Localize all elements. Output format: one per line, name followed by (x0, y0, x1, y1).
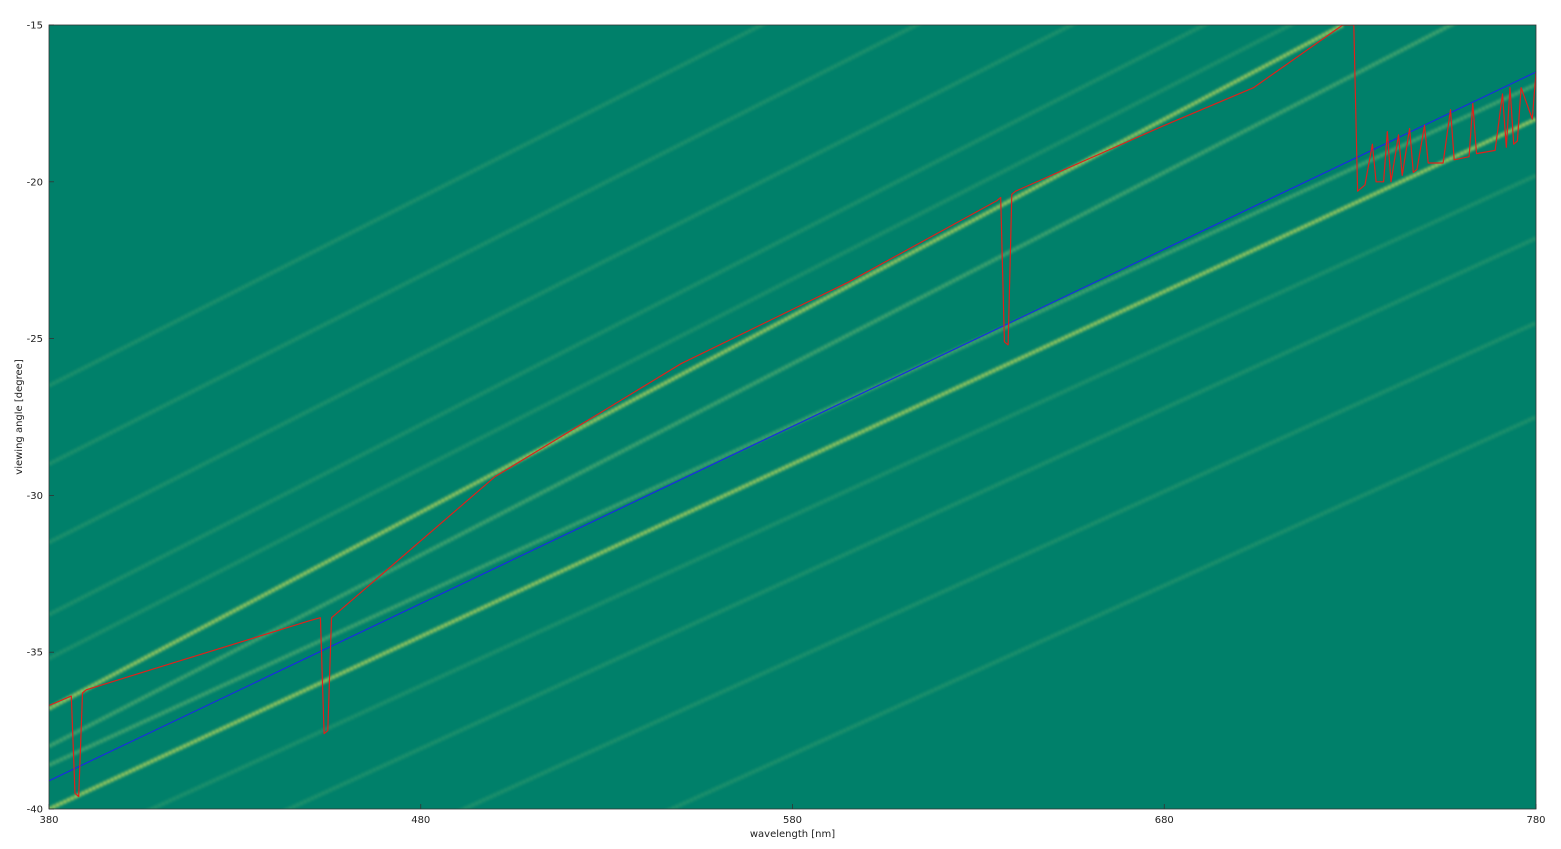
y-tick-label-1: -20 (27, 177, 43, 188)
y-tick-label-3: -30 (27, 491, 43, 502)
x-tick-label-1: 480 (411, 815, 430, 826)
heatmap-band-3 (49, 25, 1456, 749)
intensity-bands (49, 25, 1536, 809)
heatmap-band-1 (49, 82, 1536, 767)
heatmap-band-6 (49, 25, 1076, 545)
y-tick-label-0: -15 (27, 21, 43, 32)
heatmap-band-2 (49, 117, 1536, 809)
heatmap-band-7 (49, 25, 921, 466)
heatmap-band-8 (49, 25, 766, 388)
series-line-1 (49, 25, 1536, 798)
heatmap-band-11 (459, 321, 1536, 809)
x-axis-label: wavelength [nm] (750, 829, 835, 840)
heatmap-band-10 (284, 236, 1536, 809)
axis-ticks: 380 480 580 680 780 -15 -20 -25 -30 -35 -40 (27, 21, 1546, 827)
series-line-0 (49, 71, 1536, 782)
plot-area (49, 25, 1536, 809)
y-axis-label: viewing angle [degree] (14, 359, 25, 475)
y-tick-label-4: -35 (27, 648, 43, 659)
heatmap-band-12 (666, 415, 1536, 809)
heatmap-band-4 (49, 25, 1295, 661)
x-tick-label-4: 780 (1526, 815, 1545, 826)
heatmap-band-5 (49, 25, 1209, 617)
x-tick-label-0: 380 (39, 815, 58, 826)
x-tick-label-3: 680 (1155, 815, 1174, 826)
heatmap-band-9 (146, 173, 1536, 809)
y-tick-label-2: -25 (27, 334, 43, 345)
y-tick-label-5: -40 (27, 805, 43, 816)
x-tick-label-2: 580 (783, 815, 802, 826)
series-layer (49, 25, 1536, 798)
